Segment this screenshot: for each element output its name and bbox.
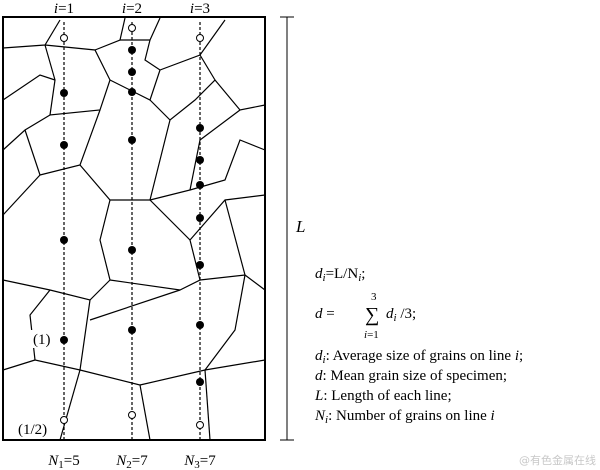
definition-part: i [325,414,328,426]
definition-part: d [315,368,323,384]
line-label: i=2 [122,1,142,17]
sum-upper: 3 [371,291,377,303]
note-bg [16,422,58,438]
definition-part: i [515,348,519,364]
test-lines [63,22,201,440]
definition-part: N [314,408,326,424]
note-bg [30,330,56,348]
definition-part: : Number of grains on line [328,408,490,424]
formula: d = [315,306,335,322]
definition-part: i [323,354,326,366]
formula: di /3; [386,306,416,324]
sum-sign: ∑ [365,304,379,326]
line-label: i=3 [190,1,210,17]
definition-part: d [315,348,323,364]
grain-count: N2=7 [115,453,148,470]
definition-part: : Mean grain size of specimen; [323,368,508,384]
count-note: (1/2) [18,422,47,438]
definition: L: Length of each line; [314,388,452,404]
length-dimension [280,16,294,441]
grain-count: N1=5 [47,453,79,470]
sum-lower: i=1 [364,329,379,341]
line-label: i=1 [54,1,74,17]
grain-count: N3=7 [183,453,216,470]
definitions: di: Average size of grains on line i;d: … [314,348,523,426]
grain-boundaries [2,17,266,441]
specimen-frame [2,16,266,441]
intercept-points [60,24,204,429]
formula: di=L/Ni; [315,266,365,284]
count-note: (1) [33,332,51,348]
definition: d: Mean grain size of specimen; [315,368,507,384]
definition-part: L [314,388,323,404]
definition: Ni: Number of grains on line i [314,408,495,426]
definition-part: ; [519,348,523,364]
definition: di: Average size of grains on line i; [315,348,523,366]
definition-part: i [491,408,495,424]
watermark: @有色金属在线 [519,453,596,467]
definition-part: : Length of each line; [323,388,451,404]
definition-part: : Average size of grains on line [326,348,515,364]
length-label: L [295,217,305,236]
